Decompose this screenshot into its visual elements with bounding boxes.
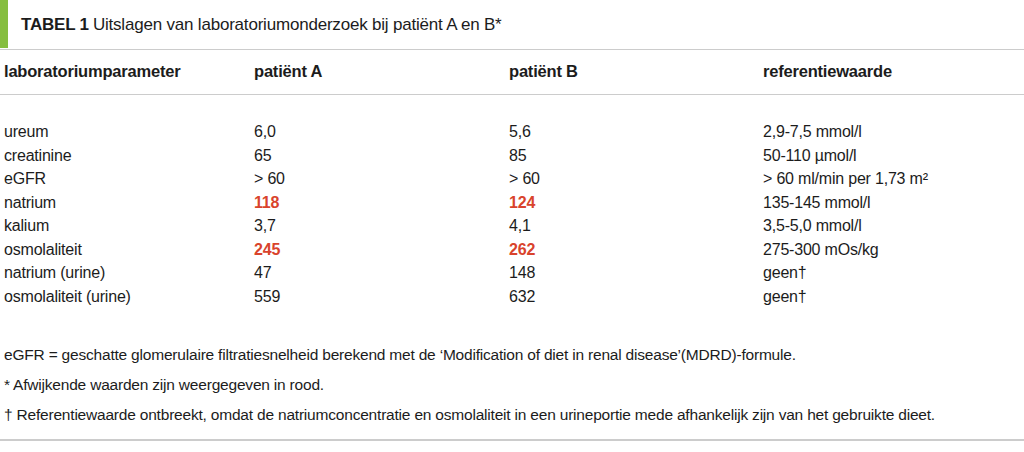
table-row: natrium 118 124 135-145 mmol/l xyxy=(0,191,1024,215)
table-figure: TABEL 1Uitslagen van laboratoriumonderzo… xyxy=(0,0,1024,452)
table-row: kalium 3,7 4,1 3,5-5,0 mmol/l xyxy=(0,214,1024,238)
table-row: natrium (urine) 47 148 geen† xyxy=(0,261,1024,285)
table-number: TABEL 1 xyxy=(21,15,89,34)
accent-bar xyxy=(0,0,8,48)
cell-parameter: natrium xyxy=(0,191,254,215)
cell-parameter: osmolaliteit xyxy=(0,238,254,262)
table-row: eGFR > 60 > 60 > 60 ml/min per 1,73 m² xyxy=(0,167,1024,191)
cell-patient-a-abnormal: 118 xyxy=(254,191,509,215)
col-header-reference: referentiewaarde xyxy=(763,50,1024,95)
col-header-parameter: laboratoriumparameter xyxy=(0,50,254,95)
cell-patient-b: 148 xyxy=(509,261,763,285)
cell-reference: 135-145 mmol/l xyxy=(763,191,1024,215)
cell-patient-a: 3,7 xyxy=(254,214,509,238)
cell-patient-a: 6,0 xyxy=(254,95,509,144)
header-row: laboratoriumparameter patiënt A patiënt … xyxy=(0,50,1024,95)
cell-reference: 3,5-5,0 mmol/l xyxy=(763,214,1024,238)
lab-results-table: laboratoriumparameter patiënt A patiënt … xyxy=(0,50,1024,308)
cell-patient-b-abnormal: 124 xyxy=(509,191,763,215)
cell-reference: 50-110 µmol/l xyxy=(763,144,1024,168)
cell-patient-b: 632 xyxy=(509,285,763,309)
bottom-divider xyxy=(0,439,1024,441)
cell-reference: > 60 ml/min per 1,73 m² xyxy=(763,167,1024,191)
cell-patient-b-abnormal: 262 xyxy=(509,238,763,262)
cell-patient-b: > 60 xyxy=(509,167,763,191)
cell-reference: geen† xyxy=(763,285,1024,309)
cell-patient-a: > 60 xyxy=(254,167,509,191)
table-row: osmolaliteit 245 262 275-300 mOs/kg xyxy=(0,238,1024,262)
table-row: creatinine 65 85 50-110 µmol/l xyxy=(0,144,1024,168)
footnotes: eGFR = geschatte glomerulaire filtraties… xyxy=(0,345,1024,425)
cell-parameter: eGFR xyxy=(0,167,254,191)
table-row: ureum 6,0 5,6 2,9-7,5 mmol/l xyxy=(0,95,1024,144)
footnote-dagger: † Referentiewaarde ontbreekt, omdat de n… xyxy=(4,405,1024,425)
footnote-asterisk: * Afwijkende waarden zijn weergegeven in… xyxy=(4,375,1024,395)
table-title-row: TABEL 1Uitslagen van laboratoriumonderzo… xyxy=(0,0,1024,50)
cell-patient-a: 559 xyxy=(254,285,509,309)
cell-reference: 2,9-7,5 mmol/l xyxy=(763,95,1024,144)
cell-reference: geen† xyxy=(763,261,1024,285)
cell-patient-b: 5,6 xyxy=(509,95,763,144)
cell-parameter: kalium xyxy=(0,214,254,238)
cell-parameter: natrium (urine) xyxy=(0,261,254,285)
cell-parameter: osmolaliteit (urine) xyxy=(0,285,254,309)
cell-patient-b: 4,1 xyxy=(509,214,763,238)
cell-patient-a: 47 xyxy=(254,261,509,285)
col-header-patient-b: patiënt B xyxy=(509,50,763,95)
cell-patient-b: 85 xyxy=(509,144,763,168)
col-header-patient-a: patiënt A xyxy=(254,50,509,95)
cell-patient-a: 65 xyxy=(254,144,509,168)
table-row: osmolaliteit (urine) 559 632 geen† xyxy=(0,285,1024,309)
cell-parameter: creatinine xyxy=(0,144,254,168)
cell-parameter: ureum xyxy=(0,95,254,144)
cell-patient-a-abnormal: 245 xyxy=(254,238,509,262)
table-title: TABEL 1Uitslagen van laboratoriumonderzo… xyxy=(0,15,501,35)
cell-reference: 275-300 mOs/kg xyxy=(763,238,1024,262)
table-caption: Uitslagen van laboratoriumonderzoek bij … xyxy=(93,15,502,34)
footnote-egfr: eGFR = geschatte glomerulaire filtraties… xyxy=(4,345,1024,365)
